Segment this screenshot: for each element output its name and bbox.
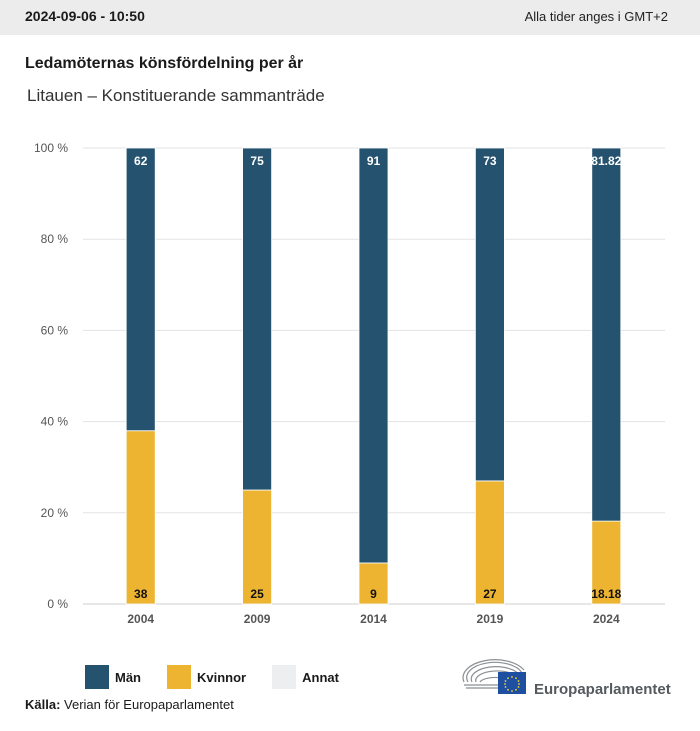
y-tick-label: 100 % (34, 141, 68, 155)
timezone-note: Alla tider anges i GMT+2 (524, 9, 668, 24)
data-label-men: 73 (483, 154, 497, 168)
data-labels: 38 62 25 75 9 91 27 73 18.18 81.82 (134, 154, 622, 601)
x-tick-label: 2019 (477, 612, 504, 626)
y-tick-label: 40 % (41, 415, 69, 429)
top-bar: 2024-09-06 - 10:50 Alla tider anges i GM… (0, 0, 700, 35)
bar-men (474, 147, 505, 482)
legend-label: Kvinnor (197, 669, 247, 685)
y-tick-label: 80 % (41, 232, 69, 246)
data-label-women: 38 (134, 587, 148, 601)
eu-flag-icon (498, 672, 526, 694)
bar-men (591, 147, 622, 522)
legend: Män Kvinnor Annat (85, 665, 365, 689)
bar-men (358, 147, 389, 564)
bars (125, 147, 622, 605)
bar-women (125, 430, 156, 605)
legend-swatch-other (272, 665, 297, 689)
y-tick-label: 60 % (41, 323, 69, 337)
y-axis-ticks: 0 % 20 % 40 % 60 % 80 % 100 % (34, 141, 68, 611)
legend-label: Män (115, 669, 141, 685)
legend-item-women[interactable]: Kvinnor (167, 665, 246, 689)
legend-item-men[interactable]: Män (85, 665, 141, 689)
bar-women (358, 562, 389, 605)
chart-subtitle: Litauen – Konstituerande sammanträde (27, 86, 325, 105)
legend-swatch-men (85, 665, 109, 689)
eu-stars-icon (504, 676, 520, 692)
legend-swatch-women (167, 665, 191, 689)
y-tick-label: 20 % (41, 506, 69, 520)
bar-women (242, 489, 273, 605)
bar-men (242, 147, 273, 491)
source-label: Källa: (25, 697, 61, 712)
data-label-men: 91 (367, 154, 381, 168)
data-label-men: 75 (250, 154, 264, 168)
y-tick-label: 0 % (47, 597, 68, 611)
logo-text: Europaparlamentet (534, 681, 671, 698)
data-label-men: 81.82 (591, 154, 621, 168)
legend-item-other[interactable]: Annat (272, 665, 339, 689)
data-label-women: 18.18 (591, 587, 621, 601)
chart-title: Ledamöternas könsfördelning per år (25, 55, 304, 72)
european-parliament-logo (462, 659, 526, 694)
x-tick-label: 2009 (244, 612, 271, 626)
bar-women (591, 520, 622, 605)
stacked-bar-chart: 0 % 20 % 40 % 60 % 80 % 100 % 38 62 25 75 9 91 27 73… (34, 141, 665, 626)
x-tick-label: 2024 (593, 612, 620, 626)
data-label-men: 62 (134, 154, 148, 168)
bar-women (474, 480, 505, 605)
data-label-women: 9 (370, 587, 377, 601)
timestamp: 2024-09-06 - 10:50 (25, 8, 145, 24)
hemicycle-icon (462, 659, 525, 689)
x-tick-label: 2004 (127, 612, 154, 626)
x-tick-label: 2014 (360, 612, 387, 626)
source-text: Verian för Europaparlamentet (64, 697, 234, 712)
bar-men (125, 147, 156, 432)
source-note: Källa: Verian för Europaparlamentet (25, 697, 234, 712)
data-label-women: 27 (483, 587, 497, 601)
data-label-women: 25 (250, 587, 264, 601)
x-axis-ticks: 2004 2009 2014 2019 2024 (127, 612, 620, 626)
legend-label: Annat (302, 669, 339, 685)
